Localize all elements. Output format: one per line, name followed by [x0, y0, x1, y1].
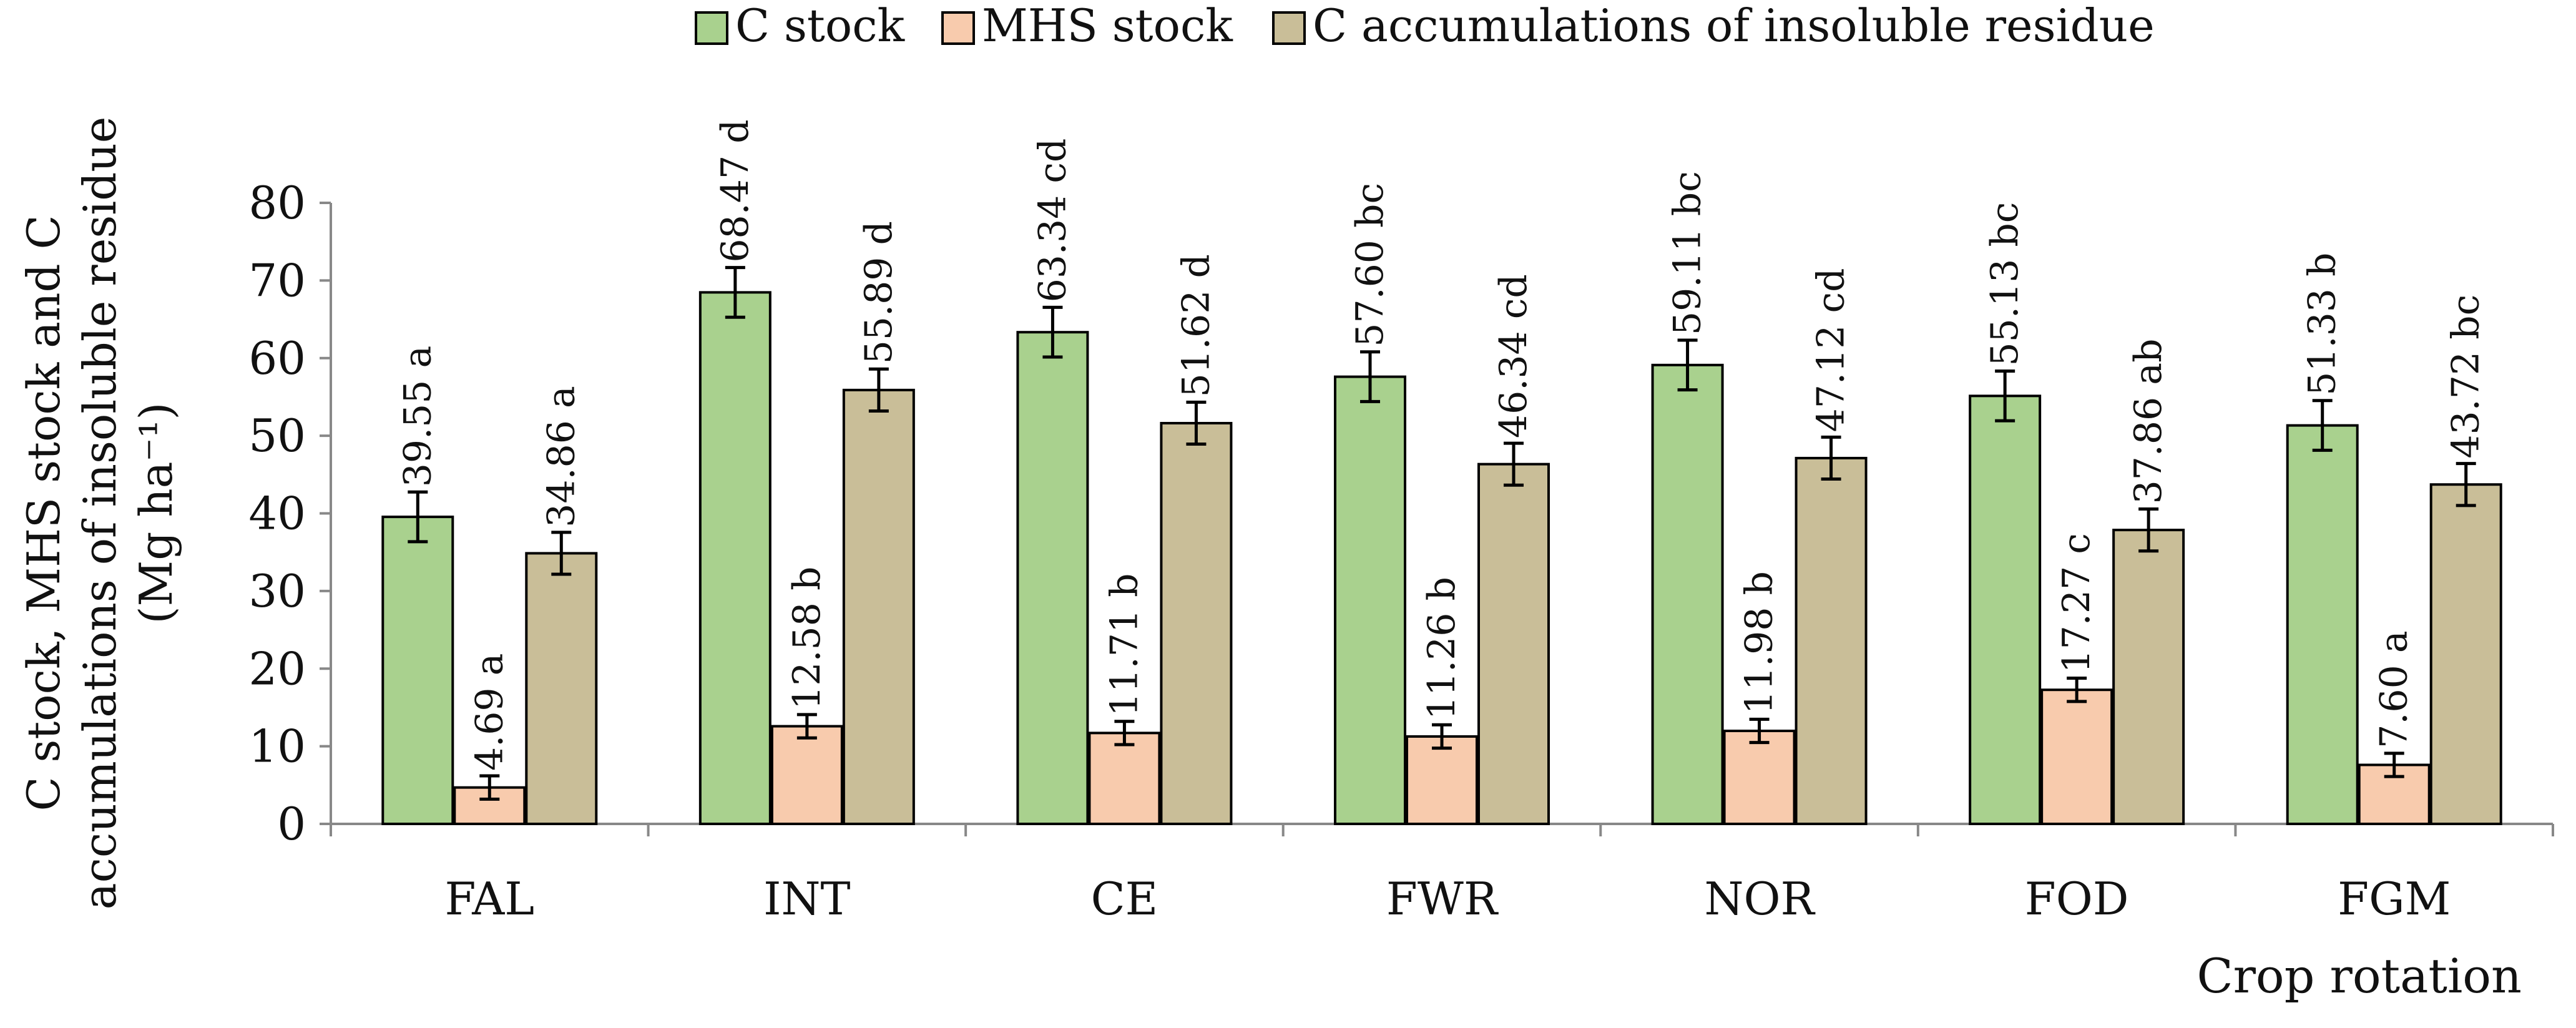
error-bars [408, 266, 2476, 801]
y-tick-label: 10 [248, 720, 306, 773]
y-axis-title-line-2: accumulations of insoluble residue [74, 117, 126, 910]
bar [1088, 732, 1161, 826]
data-label: 55.13 bc [1983, 202, 2027, 366]
y-tick-label: 70 [248, 254, 306, 306]
y-tick-label: 60 [248, 332, 306, 384]
bar [2429, 483, 2502, 825]
data-label: 12.58 b [785, 567, 829, 710]
x-tick-label: INT [763, 873, 850, 925]
data-label: 4.69 a [468, 654, 511, 771]
bar [1016, 331, 1089, 825]
data-labels: 39.55 a 4.69 a 34.86 a 68.47 d 12.58 b 55.89 … [396, 119, 2487, 771]
legend-label-1: C stock [735, 0, 906, 52]
data-label: 46.34 cd [1492, 274, 1535, 438]
data-label: 59.11 bc [1666, 171, 1710, 335]
bar [1651, 363, 1724, 825]
data-label: 63.34 cd [1031, 139, 1074, 303]
data-label: 11.71 b [1102, 573, 1146, 716]
bar [1406, 735, 1478, 825]
data-label: 7.60 a [2373, 630, 2416, 748]
data-label: 51.62 d [1174, 254, 1218, 397]
data-label: 47.12 cd [1810, 268, 1853, 433]
x-tick-label: FOD [2025, 873, 2129, 925]
x-tick-label: FWR [1386, 873, 1499, 925]
bar [1160, 421, 1233, 825]
x-tick-label: CE [1091, 873, 1158, 925]
data-label: 57.60 bc [1348, 183, 1392, 347]
bar [1477, 463, 1550, 825]
y-tick-label: 40 [248, 487, 306, 540]
data-label: 11.26 b [1420, 577, 1464, 720]
bar [2040, 688, 2113, 825]
legend-swatch-1 [695, 11, 728, 45]
y-axis-title-line-1: C stock, MHS stock and C [17, 215, 70, 811]
bar [1969, 394, 2042, 825]
bar [1723, 729, 1796, 826]
bar [381, 516, 454, 825]
bar [525, 552, 598, 826]
bar [842, 388, 915, 825]
x-tick-label: NOR [1704, 873, 1815, 925]
data-label: 68.47 d [713, 119, 757, 262]
data-label: 39.55 a [396, 346, 439, 487]
x-tick-label: FGM [2338, 873, 2451, 925]
data-label: 55.89 d [857, 221, 901, 364]
bar [770, 725, 843, 825]
data-label: 11.98 b [1738, 571, 1781, 714]
data-label: 34.86 a [539, 386, 583, 527]
x-tick-label: FAL [445, 873, 535, 925]
y-axis: 0 10 20 30 40 50 60 70 80 [248, 177, 332, 850]
data-label: 51.33 b [2301, 253, 2344, 396]
x-axis: FAL INT CE FWR NOR FOD FGM [330, 823, 2554, 925]
legend-label-3: C accumulations of insoluble residue [1313, 0, 2155, 52]
legend-label-2: MHS stock [982, 0, 1233, 52]
y-tick-label: 30 [248, 565, 306, 617]
bar [2286, 424, 2359, 825]
legend-swatch-3 [1272, 11, 1306, 45]
bar [1795, 456, 1868, 825]
y-tick-label: 80 [248, 177, 306, 229]
y-tick-label: 50 [248, 409, 306, 462]
y-tick-label: 0 [277, 798, 306, 850]
bar [2112, 529, 2185, 826]
y-axis-title-line-3: (Mg ha⁻¹) [130, 402, 182, 624]
x-axis-title: Crop rotation [2196, 948, 2522, 1004]
legend: C stock MHS stock C accumulations of insol… [695, 0, 2155, 52]
y-tick-label: 20 [248, 642, 306, 695]
data-label: 43.72 bc [2444, 295, 2488, 459]
data-label: 37.86 ab [2127, 339, 2170, 504]
data-label: 17.27 c [2055, 533, 2099, 673]
bar [698, 291, 771, 826]
legend-swatch-2 [941, 11, 975, 45]
bar [1334, 375, 1406, 825]
